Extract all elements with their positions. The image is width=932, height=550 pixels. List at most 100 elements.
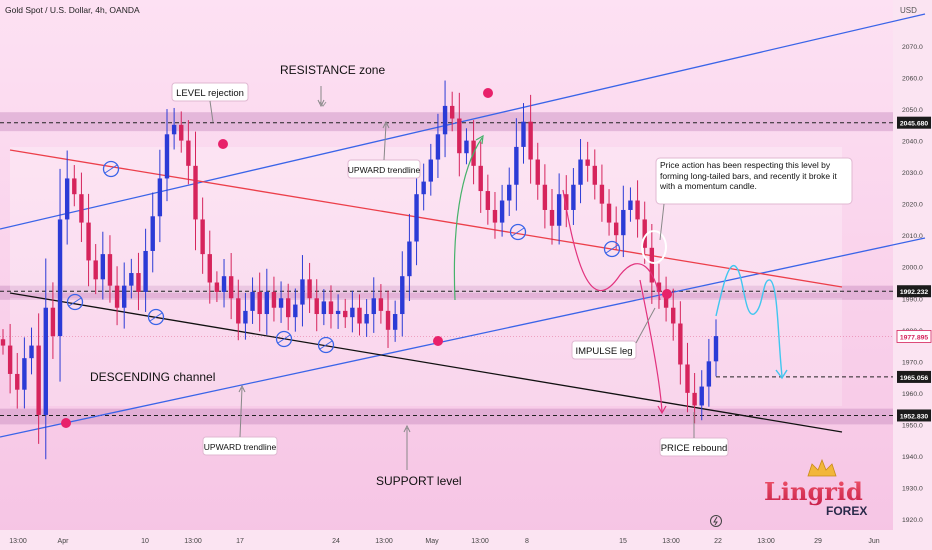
time-axis[interactable] (0, 530, 893, 550)
touch-cross (319, 340, 333, 350)
lingrid-logo: Lingrid FOREX (764, 458, 867, 518)
candle-body (549, 209, 555, 226)
candle-body (706, 361, 712, 387)
price-axis[interactable] (893, 0, 932, 550)
candle-body (114, 285, 120, 308)
y-tick-label: 1940.0 (902, 454, 923, 461)
price-label-box (897, 285, 931, 298)
descending-channel-upper (9, 149, 843, 288)
touch-circle (147, 308, 165, 326)
candle-body (100, 254, 106, 280)
x-tick-label: 13:00 (471, 538, 489, 545)
candle-body (542, 184, 548, 210)
candle-body (328, 301, 334, 315)
x-tick-label: 13:00 (662, 538, 680, 545)
candle-body (692, 392, 697, 406)
forecast-layer (453, 134, 788, 415)
level-rejection-label: LEVEL rejection (176, 88, 244, 99)
touch-circle (509, 223, 527, 241)
pink-arrowhead (657, 405, 667, 415)
candle-body (578, 159, 583, 185)
candle-body (599, 184, 605, 204)
currency-label: USD (900, 6, 917, 15)
touch-cross (104, 164, 118, 174)
candle-body (457, 118, 462, 154)
price-label-box (896, 330, 932, 343)
touch-cross (511, 227, 525, 237)
pink-swing-curve (562, 189, 661, 301)
y-tick-label: 2020.0 (902, 202, 923, 209)
candle-body (371, 298, 376, 315)
candle-body (264, 291, 270, 315)
candle-body (592, 165, 597, 185)
green-arrowhead (475, 134, 484, 145)
pivot-marker (218, 139, 228, 149)
candle-body (293, 304, 298, 318)
candle-body (286, 298, 291, 318)
candle-body (464, 140, 469, 154)
y-tick-label: 1950.0 (902, 422, 923, 429)
candle-body (321, 301, 327, 315)
candle-body (300, 279, 305, 305)
candle-body (449, 105, 455, 119)
candle-body (435, 134, 441, 160)
candle-body (50, 307, 56, 337)
resistance-zone-marker (317, 86, 325, 108)
candle-body (528, 121, 533, 160)
candle-body (621, 209, 626, 236)
note-callout: Price action has been respecting this le… (655, 157, 853, 241)
break-circle (641, 230, 667, 264)
candle-body (107, 254, 113, 286)
note-text: Price action has been respecting this le… (660, 160, 837, 191)
candle-body (343, 310, 348, 318)
candle-body (57, 219, 63, 337)
support-level-label: SUPPORT level (376, 474, 462, 488)
touch-circle (275, 330, 293, 348)
price-label: 1977.895 (900, 334, 929, 341)
candle-body (43, 307, 48, 415)
candle-body (663, 291, 669, 308)
candle-body (499, 200, 505, 223)
impulse-leg-label: IMPULSE leg (575, 346, 632, 357)
candle-body (385, 310, 391, 330)
y-tick-label: 1960.0 (902, 391, 923, 398)
markers-layer (61, 88, 672, 428)
candle-body (214, 282, 220, 292)
zone-support (0, 408, 893, 425)
price-label-box (897, 116, 931, 129)
candle-body (350, 307, 355, 318)
candle-body (478, 165, 483, 192)
y-tick-label: 2050.0 (902, 107, 923, 114)
candle-body (36, 345, 41, 415)
forecast-path (715, 265, 783, 377)
y-tick-label: 2000.0 (902, 265, 923, 272)
y-tick-label: 1990.0 (902, 296, 923, 303)
touch-cross (277, 334, 291, 344)
y-axis-ticks: 1920.01930.01940.01950.01960.01970.01980… (902, 44, 923, 524)
brand-sub: FOREX (826, 504, 867, 518)
candle-body (86, 222, 91, 261)
candle-body (407, 241, 412, 277)
x-tick-label: 24 (332, 538, 340, 545)
candle-body (613, 222, 619, 236)
candle-body (635, 200, 640, 220)
y-tick-label: 2070.0 (902, 44, 923, 51)
candle-body (649, 247, 655, 283)
y-tick-label: 2040.0 (902, 139, 923, 146)
candle-body (564, 194, 569, 210)
descending-channel-label: DESCENDING channel (90, 370, 215, 384)
candle-body (64, 178, 70, 220)
candle-body (72, 178, 77, 195)
x-tick-label: 10 (141, 538, 149, 545)
x-axis-ticks: 13:00 Apr 10 13:00 17 24 13:00 May 13:00 8 15 13:00… (9, 538, 880, 545)
pivot-marker (483, 88, 493, 98)
candle-body (699, 386, 704, 406)
candle-body (143, 250, 148, 292)
x-tick-label: 13:00 (757, 538, 775, 545)
resistance-zone-label: RESISTANCE zone (280, 63, 385, 77)
candle-body (678, 323, 683, 365)
alert-bolt-icon[interactable] (710, 515, 722, 527)
upward-trendline-lower (0, 237, 926, 438)
